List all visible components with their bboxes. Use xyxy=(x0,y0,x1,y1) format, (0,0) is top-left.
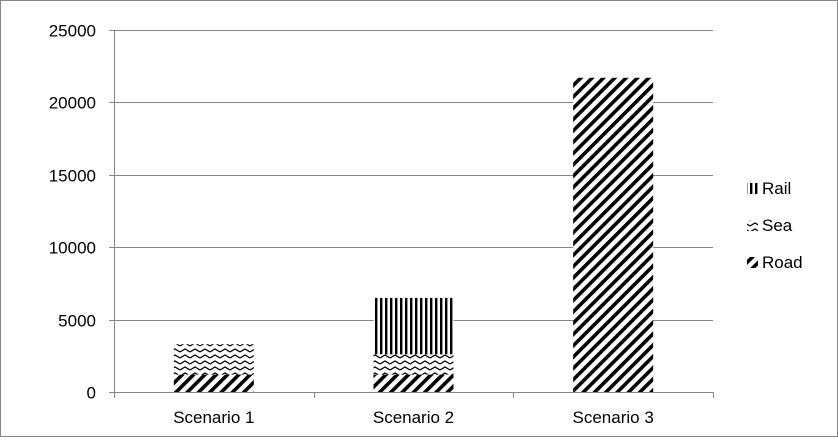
legend-label-rail: Rail xyxy=(762,179,791,198)
legend-swatch-road xyxy=(747,257,758,268)
legend-label-road: Road xyxy=(762,253,803,272)
bars xyxy=(173,77,654,392)
y-axis-tick-labels: 0 5000 10000 15000 20000 25000 xyxy=(49,22,96,403)
legend: Rail Sea Road xyxy=(747,179,803,272)
y-tick-label: 20000 xyxy=(49,94,96,113)
bar-road-scenario-2 xyxy=(373,374,454,392)
x-tick-label: Scenario 3 xyxy=(573,408,654,427)
x-tick-label: Scenario 1 xyxy=(173,408,254,427)
axes xyxy=(109,30,714,398)
y-tick-label: 25000 xyxy=(49,22,96,41)
bar-sea-scenario-1 xyxy=(173,344,254,375)
legend-swatch-rail xyxy=(747,183,758,194)
legend-label-sea: Sea xyxy=(762,216,793,235)
legend-swatch-sea xyxy=(747,220,758,231)
y-tick-label: 5000 xyxy=(58,312,96,331)
bar-road-scenario-3 xyxy=(573,77,654,392)
y-tick-label: 10000 xyxy=(49,239,96,258)
bar-rail-scenario-2 xyxy=(373,297,454,355)
x-tick-label: Scenario 2 xyxy=(373,408,454,427)
bar-sea-scenario-2 xyxy=(373,354,454,375)
bar-road-scenario-1 xyxy=(173,374,254,392)
x-axis-tick-labels: Scenario 1 Scenario 2 Scenario 3 xyxy=(173,408,654,427)
y-tick-label: 15000 xyxy=(49,167,96,186)
y-tick-label: 0 xyxy=(87,384,96,403)
